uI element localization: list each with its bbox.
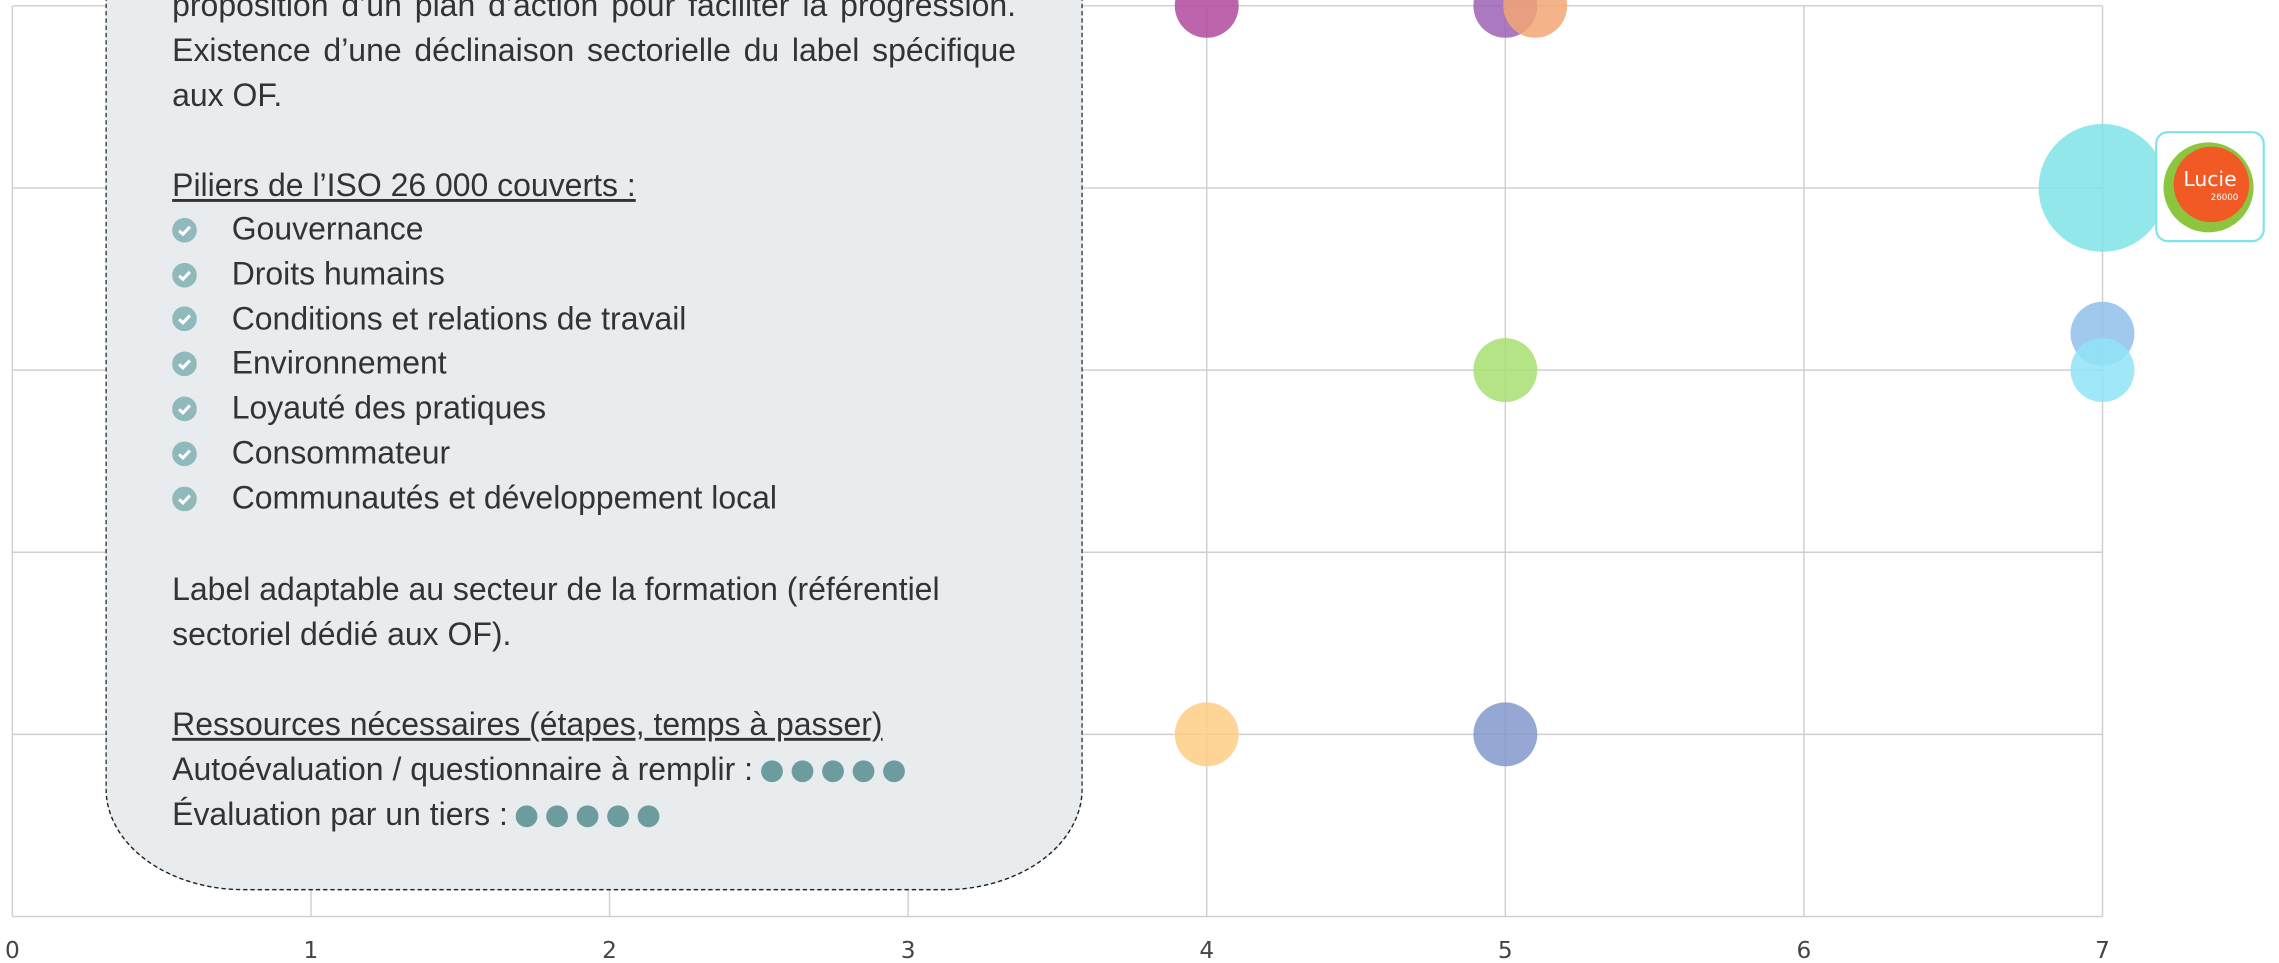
logo-name: Lucie [2183,167,2236,191]
pillar-item: Loyauté des pratiques [172,387,1016,432]
resource-label: Autoévaluation / questionnaire à remplir… [172,750,754,787]
check-bg [172,441,197,467]
bubble [1174,0,1239,38]
rating-dot [546,805,569,827]
pillar-item: Droits humains [172,252,1016,297]
resources-title: Ressources nécessaires (étapes, temps à … [172,705,883,742]
bubble [1174,702,1239,767]
check-mark [178,225,192,237]
pillars-title: Piliers de l’ISO 26 000 couverts : [172,167,636,204]
rating-dot [637,805,660,827]
logo-number: 26000 [2211,193,2239,203]
x-tick-label: 4 [1199,937,1214,963]
logo: Lucie 26000 [2155,131,2265,243]
rating-dot-fill [821,760,844,782]
rating-dot [791,760,814,782]
popup: proposition d’un plan d’action pour faci… [105,0,1083,891]
rating-dot-fill [637,805,660,827]
rating-dot [576,805,599,827]
check-bg [172,262,197,288]
check-bg [172,307,197,332]
check-bg [172,351,197,377]
rating-dot [852,760,875,782]
adaptable: Label adaptable au secteur de la formati… [172,570,940,652]
check-bg [172,217,197,243]
rating-dot [821,760,844,782]
check-icon [172,307,197,332]
rating-dot-fill [515,805,538,827]
rating-dot-fill [607,805,630,827]
pillar-text: Gouvernance [231,210,424,247]
pillar-text: Loyauté des pratiques [231,389,547,426]
bubble [2070,338,2135,403]
bubble [1473,338,1538,403]
pillar-text: Consommateur [231,434,451,471]
check-mark [178,404,192,416]
bubble [1473,702,1538,767]
check-icon [172,217,197,243]
logo-disc [2173,146,2250,223]
check-bg [172,486,197,511]
x-tick-label: 0 [5,937,20,963]
rating-dot [607,805,630,827]
rating-dot [882,760,905,782]
rating-dot-fill [791,760,814,782]
x-tick-label: 1 [304,937,319,963]
bubble [1503,0,1568,38]
resource-row: Autoévaluation / questionnaire à remplir… [172,746,1016,791]
check-bg [172,396,197,422]
rating-dot-fill [882,760,905,782]
pillar-text: Communautés et développement local [231,479,778,516]
rating-dot-fill [760,760,783,782]
x-tick-label: 7 [2095,937,2110,963]
pillars-list: Gouvernance Droits humains Conditions et r… [172,208,1016,521]
pillar-text: Droits humains [231,255,445,292]
check-mark [178,359,192,371]
intro: proposition d’un plan d’action pour faci… [172,0,1017,114]
bubble [2038,124,2167,252]
check-icon [172,262,197,288]
check-icon [172,396,197,422]
check-mark [178,494,192,505]
check-icon [172,486,197,511]
resources: Autoévaluation / questionnaire à remplir… [172,746,1016,836]
rating-dot-fill [546,805,569,827]
pillar-text: Environnement [231,344,447,382]
rating-dot [515,805,538,827]
check-mark [178,270,192,281]
x-tick-label: 2 [602,937,617,963]
pillar-item: Conditions et relations de travail [172,297,1016,342]
pillar-item: Communautés et développement local [172,476,1016,521]
popup-card: proposition d’un plan d’action pour faci… [105,0,1083,891]
pillar-item: Environnement [172,342,1016,387]
check-icon [172,441,197,467]
pillar-text: Conditions et relations de travail [231,300,687,337]
rating-dot-fill [576,805,599,827]
pillar-item: Consommateur [172,431,1016,476]
check-icon [172,351,197,377]
x-tick-label: 6 [1797,937,1812,963]
rating-dot [760,760,783,782]
check-mark [178,449,192,460]
resource-row: Évaluation par un tiers : [172,791,1016,836]
pillar-item: Gouvernance [172,208,1016,253]
check-mark [178,315,192,326]
bubbles [1174,0,2167,767]
resource-label: Évaluation par un tiers : [172,795,508,832]
x-tick-label: 3 [901,937,916,963]
x-tick-label: 5 [1498,937,1513,963]
rating-dot-fill [852,760,875,782]
